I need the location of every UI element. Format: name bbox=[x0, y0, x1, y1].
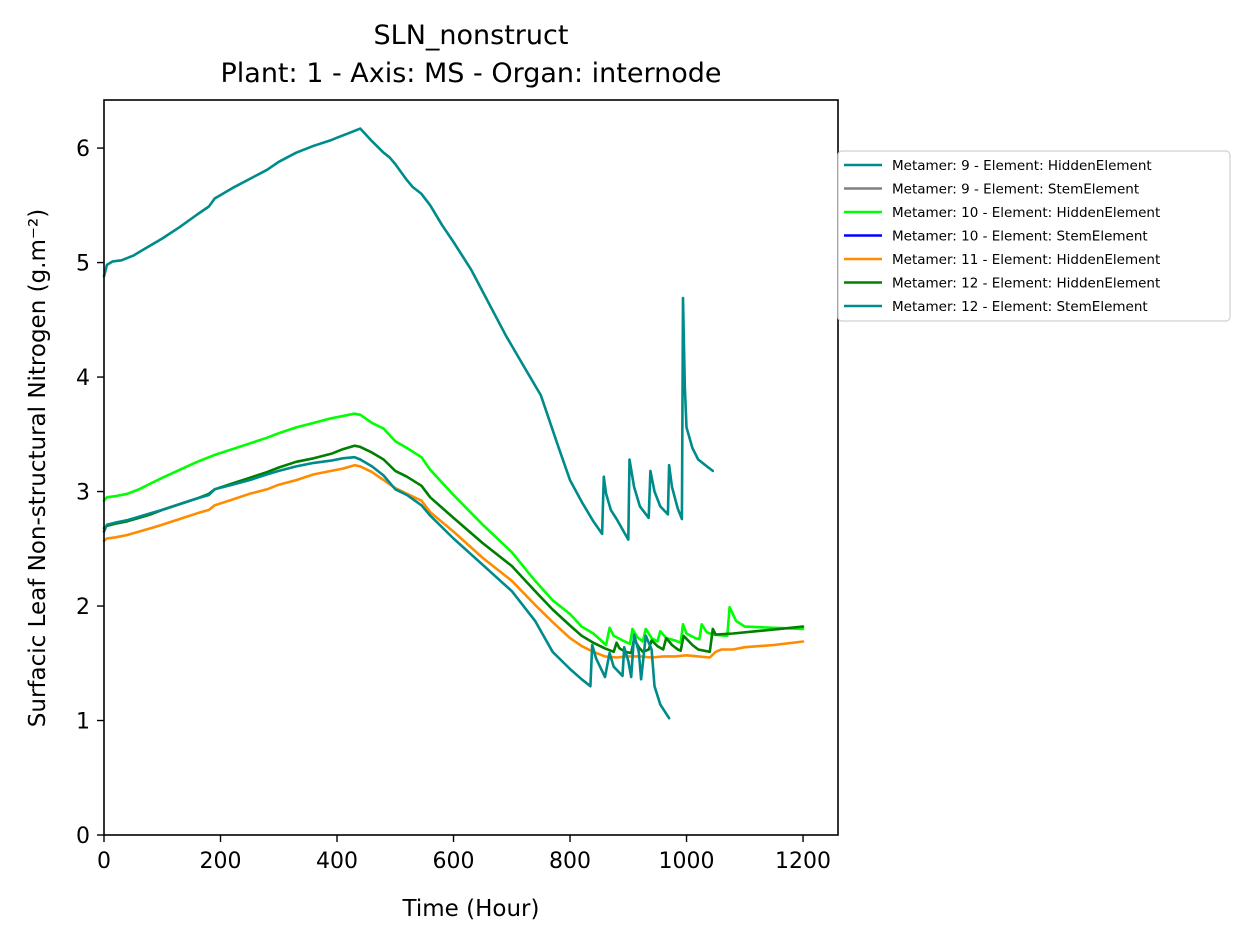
y-tick-label: 0 bbox=[76, 824, 90, 849]
legend-label: Metamer: 12 - Element: StemElement bbox=[892, 299, 1148, 315]
series-line-6 bbox=[102, 455, 671, 720]
x-tick-label: 200 bbox=[200, 849, 242, 874]
x-axis-label: Time (Hour) bbox=[402, 896, 540, 922]
legend-label: Metamer: 11 - Element: HiddenElement bbox=[892, 252, 1160, 268]
x-tick-label: 1200 bbox=[775, 849, 831, 874]
series-line-0 bbox=[102, 127, 715, 541]
series-line-5 bbox=[102, 444, 805, 655]
x-tick-label: 800 bbox=[549, 849, 591, 874]
y-tick-label: 6 bbox=[76, 137, 90, 162]
x-tick-label: 0 bbox=[97, 849, 111, 874]
y-tick-label: 4 bbox=[76, 366, 90, 391]
series-line-2 bbox=[102, 412, 805, 647]
legend-label: Metamer: 9 - Element: StemElement bbox=[892, 182, 1139, 198]
y-tick-label: 1 bbox=[76, 710, 90, 735]
series-layer bbox=[102, 127, 805, 720]
legend-label: Metamer: 10 - Element: HiddenElement bbox=[892, 205, 1160, 221]
legend-label: Metamer: 10 - Element: StemElement bbox=[892, 229, 1148, 245]
x-tick-label: 400 bbox=[316, 849, 358, 874]
legend-label: Metamer: 12 - Element: HiddenElement bbox=[892, 276, 1160, 292]
legend-label: Metamer: 9 - Element: HiddenElement bbox=[892, 158, 1152, 174]
y-axis-label: Surfacic Leaf Non-structural Nitrogen (g… bbox=[25, 209, 51, 727]
series-line-4 bbox=[102, 463, 805, 659]
x-tick-label: 1000 bbox=[659, 849, 715, 874]
legend-box bbox=[837, 150, 1231, 322]
y-tick-label: 5 bbox=[76, 252, 90, 277]
x-axis-ticks: 0 200 400 600 800 1000 1200 bbox=[97, 835, 831, 874]
y-tick-label: 2 bbox=[76, 595, 90, 620]
y-axis-ticks: 0 1 2 3 4 5 6 bbox=[76, 137, 104, 849]
y-tick-label: 3 bbox=[76, 481, 90, 506]
plot-frame bbox=[103, 99, 839, 836]
chart-subtitle: Plant: 1 - Axis: MS - Organ: internode bbox=[220, 58, 721, 89]
x-tick-label: 600 bbox=[433, 849, 475, 874]
legend: Metamer: 9 - Element: HiddenElement Metam… bbox=[837, 150, 1231, 322]
chart-title: SLN_nonstruct bbox=[374, 20, 569, 51]
legend-entries: Metamer: 9 - Element: HiddenElement Metam… bbox=[844, 158, 1160, 315]
